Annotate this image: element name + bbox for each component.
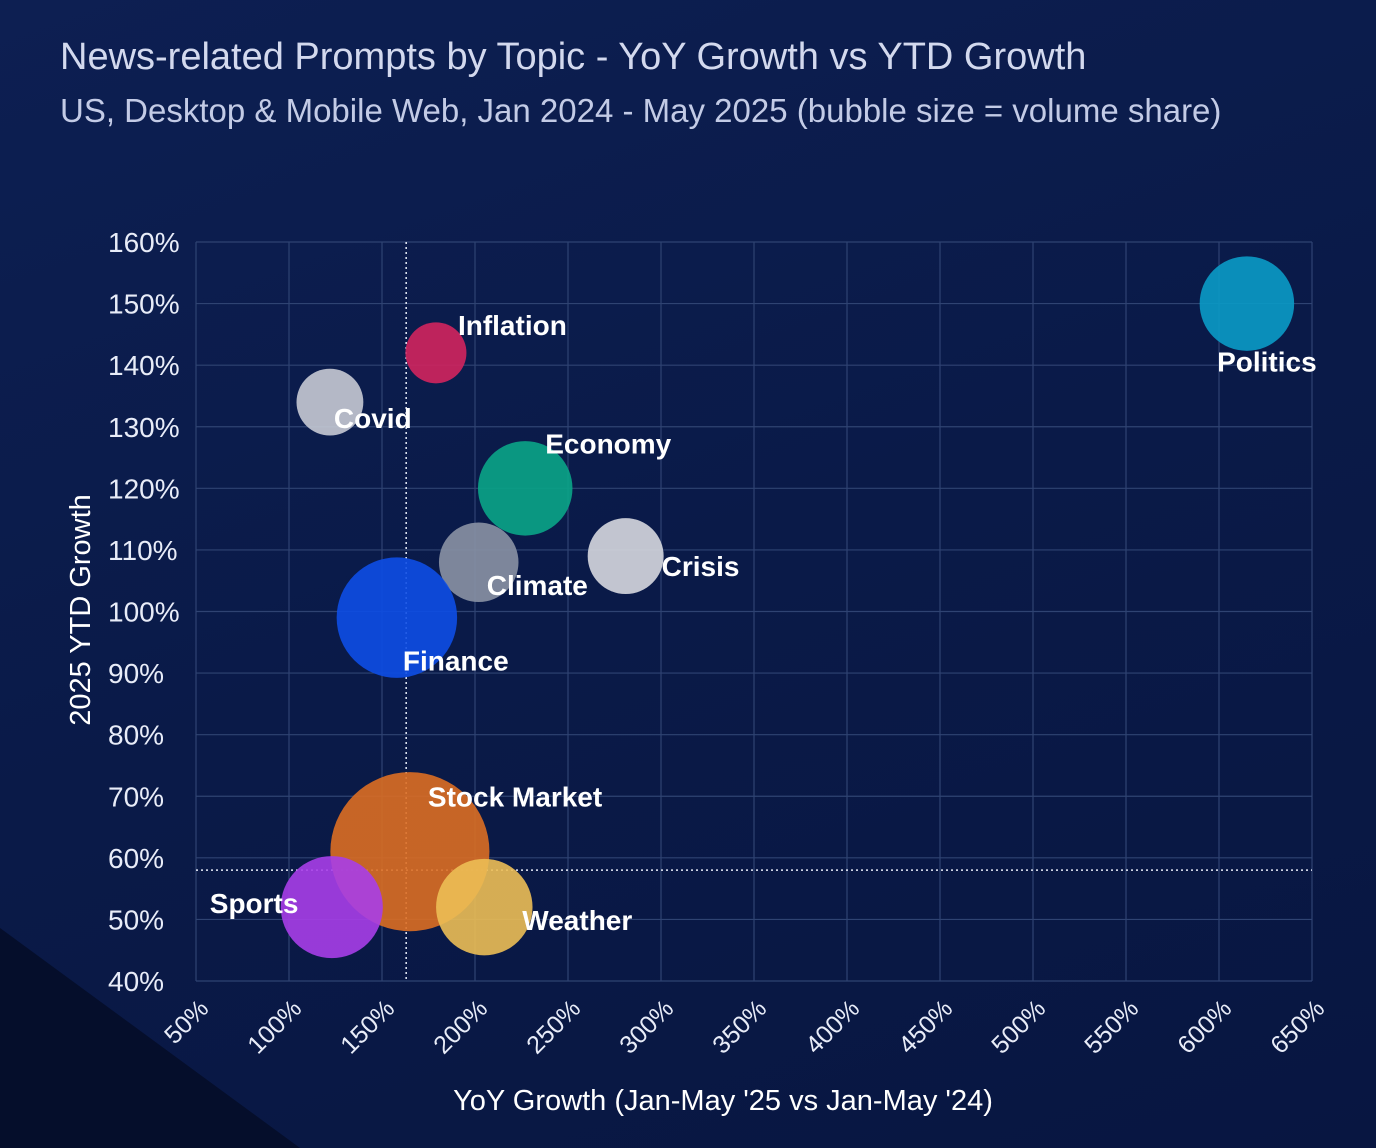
bubble-label-politics: Politics	[1217, 347, 1317, 378]
bubble-label-climate: Climate	[487, 570, 588, 601]
bubble-label-finance: Finance	[403, 646, 509, 677]
x-axis-title: YoY Growth (Jan-May '25 vs Jan-May '24)	[453, 1085, 993, 1117]
bubble-weather	[436, 858, 533, 956]
bubble-label-economy: Economy	[545, 428, 671, 459]
bubble-label-inflation: Inflation	[458, 310, 567, 341]
chart-subtitle: US, Desktop & Mobile Web, Jan 2024 - May…	[60, 92, 1222, 129]
y-tick-label: 40%	[108, 966, 164, 997]
y-tick-label: 150%	[108, 289, 180, 320]
bubble-finance	[336, 557, 458, 678]
x-tick-label: 350%	[707, 994, 772, 1059]
bubble-politics	[1199, 256, 1295, 351]
y-tick-label: 90%	[108, 658, 164, 689]
y-tick-label: 50%	[108, 904, 164, 935]
y-tick-label: 130%	[108, 412, 180, 443]
bubble-inflation	[405, 322, 467, 384]
x-tick-label: 600%	[1172, 994, 1237, 1059]
x-tick-label: 150%	[335, 994, 400, 1059]
x-tick-label: 450%	[893, 994, 958, 1059]
x-tick-label: 650%	[1265, 994, 1330, 1059]
bubble-climate	[438, 522, 519, 603]
bubble-sports	[280, 856, 383, 959]
bubbles	[280, 256, 1295, 959]
bubble-label-covid: Covid	[334, 403, 412, 434]
x-tick-label: 300%	[614, 994, 679, 1059]
y-axis-ticks: 40% 50% 60% 70% 80% 90% 100% 110% 120% 130% 140% 15…	[108, 227, 180, 997]
y-tick-label: 110%	[108, 535, 178, 566]
y-tick-label: 140%	[108, 350, 180, 381]
bubble-label-weather: Weather	[522, 905, 632, 936]
y-tick-label: 60%	[108, 843, 164, 874]
y-axis-title: 2025 YTD Growth	[65, 494, 97, 726]
x-tick-label: 50%	[159, 994, 214, 1049]
x-tick-label: 500%	[986, 994, 1051, 1059]
bubble-crisis	[587, 518, 664, 595]
x-tick-label: 250%	[521, 994, 586, 1059]
x-tick-label: 100%	[242, 994, 307, 1059]
x-tick-label: 200%	[428, 994, 493, 1059]
y-tick-label: 70%	[108, 781, 164, 812]
x-axis-ticks: 50% 100% 150% 200% 250% 300% 350% 400% 450% 500% 5…	[159, 994, 1330, 1059]
x-tick-label: 550%	[1079, 994, 1144, 1059]
bubble-labels: Politics Inflation Covid Economy Crisis Clima…	[210, 310, 1317, 936]
bubble-label-stock-market: Stock Market	[428, 782, 602, 813]
y-tick-label: 160%	[108, 227, 180, 258]
bubble-economy	[477, 441, 573, 536]
y-tick-label: 120%	[108, 473, 180, 504]
bubble-label-crisis: Crisis	[662, 551, 740, 582]
bubble-label-sports: Sports	[210, 888, 299, 919]
y-tick-label: 80%	[108, 720, 164, 751]
chart-title: News-related Prompts by Topic - YoY Grow…	[60, 36, 1087, 78]
bubble-covid	[296, 368, 364, 436]
grid-lines	[195, 241, 1313, 982]
y-tick-label: 100%	[108, 597, 180, 628]
x-tick-label: 400%	[800, 994, 865, 1059]
